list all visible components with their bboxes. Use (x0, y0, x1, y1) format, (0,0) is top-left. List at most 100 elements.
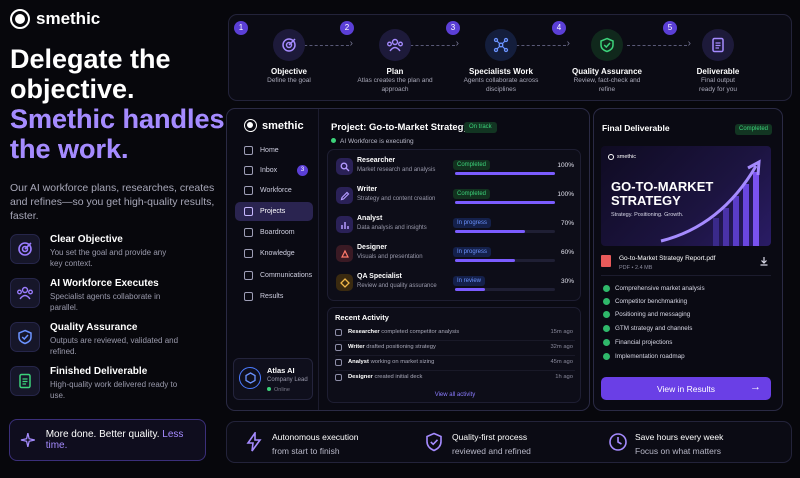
palette-icon (336, 245, 353, 262)
step-objective: 1 Objective Define the goal (234, 21, 344, 86)
report-cover-preview[interactable]: smethic GO-TO-MARKET STRATEGY Strategy. … (601, 146, 771, 246)
researcher-icon (336, 158, 353, 175)
step-desc: Final output ready for you (699, 77, 737, 93)
team-icon (10, 278, 40, 308)
check-circle-icon (603, 353, 610, 360)
benefit-title: Autonomous execution (272, 432, 359, 442)
cover-brand: smethic (608, 154, 636, 160)
activity-text: completed competitor analysis (381, 329, 460, 335)
sidebar-item-label: Projects (260, 208, 286, 215)
step-title: Deliverable (696, 67, 740, 76)
activity-item[interactable]: Writer drafted positioning strategy 32m a… (335, 342, 575, 356)
feature-clear-objective: Clear Objective You set the goal and pro… (10, 234, 220, 274)
agent-status: Online (267, 387, 290, 393)
download-icon[interactable] (759, 256, 769, 266)
logo-mark-icon (10, 9, 30, 29)
deliverable-check-item: Financial projections (603, 338, 773, 350)
view-all-activity-link[interactable]: View all activity (434, 392, 476, 398)
clock-icon (609, 433, 627, 451)
agent-row-qa-specialist[interactable]: QA Specialist Review and quality assuran… (328, 268, 582, 297)
activity-icon (335, 329, 342, 336)
pdf-file-icon (601, 255, 611, 267)
agent-desc: Market research and analysis (357, 167, 436, 173)
hero-line-2: objective. (10, 74, 135, 104)
benefit-title: Quality-first process (452, 432, 528, 442)
sidebar-item-projects[interactable]: Projects (235, 202, 313, 221)
activity-actor: Researcher (348, 329, 380, 335)
agent-card[interactable]: Atlas AI Company Lead Online (233, 358, 313, 400)
sidebar-logo[interactable]: smethic (244, 119, 304, 132)
activity-item[interactable]: Researcher completed competitor analysis… (335, 327, 575, 341)
feature-desc: You set the goal and provide any key con… (50, 248, 167, 268)
sidebar-item-boardroom[interactable]: Boardroom (235, 223, 313, 242)
progress-percent: 100% (557, 162, 574, 169)
feature-desc: High-quality work delivered ready to use… (50, 380, 178, 400)
step-desc: Define the goal (267, 77, 311, 84)
check-circle-icon (603, 311, 610, 318)
deliverable-status-badge: Completed (734, 124, 772, 135)
sidebar-item-label: Communications (260, 272, 313, 279)
shield-check-icon (10, 322, 40, 352)
home-icon (244, 146, 253, 155)
process-steps: 1 Objective Define the goal 2 Plan Atlas… (228, 14, 792, 101)
agent-row-analyst[interactable]: Analyst Data analysis and insights In pr… (328, 210, 582, 239)
badge-icon (336, 274, 353, 291)
sidebar-item-knowledge[interactable]: Knowledge (235, 244, 313, 263)
sidebar-item-label: Knowledge (260, 250, 295, 257)
step-number: 4 (552, 21, 566, 35)
final-deliverable-panel: Final Deliverable Completed smethic GO-T… (593, 108, 783, 411)
step-number: 2 (340, 21, 354, 35)
sidebar-item-inbox[interactable]: Inbox 3 (235, 161, 313, 180)
activity-title: Recent Activity (335, 313, 389, 322)
feature-desc: Outputs are reviewed, validated and refi… (50, 336, 179, 356)
document-icon (702, 29, 734, 61)
report-file[interactable]: Go-to-Market Strategy Report.pdf PDF • 2… (601, 252, 771, 276)
agent-status-badge: Completed (453, 160, 491, 170)
agent-desc: Review and quality assurance (357, 283, 437, 289)
activity-item[interactable]: Designer created initial deck 1h ago (335, 372, 575, 386)
agent-row-researcher[interactable]: Researcher Market research and analysis … (328, 152, 582, 181)
activity-icon (335, 344, 342, 351)
app-window: smethic Home Inbox 3 Workforce Projects B… (226, 108, 590, 411)
sidebar-item-communications[interactable]: Communications (235, 266, 313, 285)
bar-chart-icon (336, 216, 353, 233)
step-connector (511, 38, 570, 49)
activity-time: 15m ago (550, 329, 573, 335)
agent-row-writer[interactable]: Writer Strategy and content creation Com… (328, 181, 582, 210)
execution-status: AI Workforce is executing (331, 138, 414, 145)
inbox-icon (244, 166, 253, 175)
step-connector (299, 38, 353, 49)
view-in-results-button[interactable]: View in Results → (601, 377, 771, 400)
arrow-right-icon: → (750, 381, 761, 393)
agent-name: QA Specialist (357, 273, 402, 280)
agent-name: Analyst (357, 215, 383, 222)
check-circle-icon (603, 285, 610, 292)
sidebar-item-home[interactable]: Home (235, 141, 313, 160)
chat-icon (244, 271, 253, 280)
agent-row-designer[interactable]: Designer Visuals and presentation In pro… (328, 239, 582, 268)
feature-title: Finished Deliverable (50, 366, 148, 377)
progress-fill (455, 201, 555, 204)
agent-desc: Strategy and content creation (357, 196, 436, 202)
activity-item[interactable]: Analyst working on market sizing 45m ago (335, 357, 575, 371)
shield-check-icon (426, 432, 442, 452)
target-icon (10, 234, 40, 264)
inbox-count-badge: 3 (297, 165, 308, 176)
brand-logo[interactable]: smethic (10, 9, 100, 29)
step-title: Specialists Work (469, 67, 533, 76)
project-status-badge: On track (464, 122, 497, 133)
bolt-icon (246, 432, 262, 452)
agent-name: Designer (357, 244, 387, 251)
deliverable-check-item: Positioning and messaging (603, 310, 773, 322)
sidebar-item-workforce[interactable]: Workforce (235, 181, 313, 200)
sidebar-item-results[interactable]: Results (235, 287, 313, 306)
progress-bar (455, 201, 555, 204)
deliverable-check-item: Implementation roadmap (603, 352, 773, 364)
folder-icon (244, 207, 253, 216)
activity-actor: Analyst (348, 359, 369, 365)
step-desc: Agents collaborate across disciplines (463, 77, 539, 93)
chart-icon (244, 292, 253, 301)
step-desc: Atlas creates the plan and approach (357, 77, 433, 93)
sidebar-item-label: Home (260, 147, 279, 154)
sidebar-brand-name: smethic (262, 119, 304, 132)
